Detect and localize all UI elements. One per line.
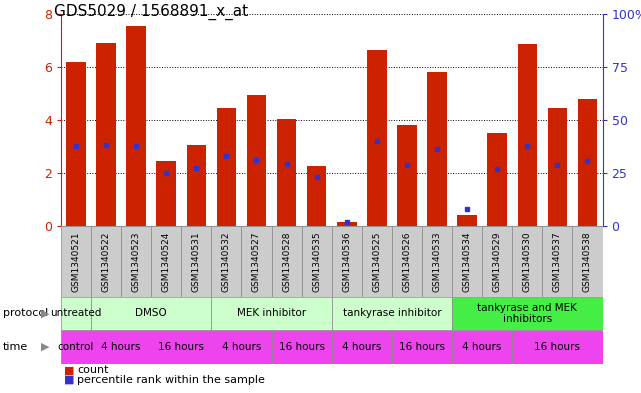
Bar bbox=[187, 145, 206, 226]
Bar bbox=[482, 226, 512, 297]
Bar bbox=[217, 108, 236, 226]
Bar bbox=[181, 226, 212, 297]
Bar bbox=[512, 330, 603, 364]
Text: 4 hours: 4 hours bbox=[222, 342, 261, 352]
Text: tankyrase and MEK
inhibitors: tankyrase and MEK inhibitors bbox=[478, 303, 578, 324]
Bar bbox=[272, 226, 302, 297]
Text: 4 hours: 4 hours bbox=[342, 342, 381, 352]
Bar bbox=[452, 226, 482, 297]
Bar bbox=[247, 95, 266, 226]
Bar bbox=[367, 50, 387, 226]
Text: GSM1340537: GSM1340537 bbox=[553, 231, 562, 292]
Bar bbox=[517, 44, 537, 226]
Text: DMSO: DMSO bbox=[135, 309, 167, 318]
Text: ▶: ▶ bbox=[40, 342, 49, 352]
Bar bbox=[96, 43, 116, 226]
Bar bbox=[512, 226, 542, 297]
Text: GSM1340527: GSM1340527 bbox=[252, 231, 261, 292]
Bar bbox=[121, 226, 151, 297]
Bar bbox=[151, 226, 181, 297]
Bar bbox=[242, 226, 272, 297]
Bar bbox=[307, 166, 326, 226]
Bar bbox=[91, 297, 212, 330]
Text: GSM1340526: GSM1340526 bbox=[403, 231, 412, 292]
Bar bbox=[487, 133, 507, 226]
Bar bbox=[452, 297, 603, 330]
Text: 16 hours: 16 hours bbox=[535, 342, 580, 352]
Bar bbox=[272, 330, 332, 364]
Bar bbox=[212, 330, 272, 364]
Text: GSM1340534: GSM1340534 bbox=[463, 231, 472, 292]
Bar bbox=[362, 226, 392, 297]
Bar bbox=[61, 226, 91, 297]
Text: ■: ■ bbox=[64, 365, 74, 375]
Bar bbox=[457, 215, 477, 226]
Text: percentile rank within the sample: percentile rank within the sample bbox=[77, 375, 265, 385]
Text: GSM1340535: GSM1340535 bbox=[312, 231, 321, 292]
Text: untreated: untreated bbox=[50, 309, 102, 318]
Bar bbox=[422, 226, 452, 297]
Bar bbox=[397, 125, 417, 226]
Bar bbox=[547, 108, 567, 226]
Text: GSM1340536: GSM1340536 bbox=[342, 231, 351, 292]
Text: count: count bbox=[77, 365, 108, 375]
Text: ■: ■ bbox=[64, 375, 74, 385]
Text: 4 hours: 4 hours bbox=[101, 342, 141, 352]
Text: control: control bbox=[58, 342, 94, 352]
Text: GSM1340533: GSM1340533 bbox=[433, 231, 442, 292]
Text: ▶: ▶ bbox=[40, 309, 49, 318]
Text: protocol: protocol bbox=[3, 309, 49, 318]
Text: GSM1340521: GSM1340521 bbox=[71, 231, 80, 292]
Bar bbox=[61, 330, 91, 364]
Bar bbox=[542, 226, 572, 297]
Text: GSM1340522: GSM1340522 bbox=[101, 231, 110, 292]
Bar bbox=[428, 72, 447, 226]
Text: tankyrase inhibitor: tankyrase inhibitor bbox=[342, 309, 441, 318]
Bar bbox=[332, 297, 452, 330]
Text: MEK inhibitor: MEK inhibitor bbox=[237, 309, 306, 318]
Text: GSM1340530: GSM1340530 bbox=[523, 231, 532, 292]
Bar bbox=[151, 330, 212, 364]
Bar bbox=[302, 226, 332, 297]
Bar bbox=[452, 330, 512, 364]
Bar bbox=[332, 330, 392, 364]
Text: GSM1340523: GSM1340523 bbox=[131, 231, 140, 292]
Text: GSM1340532: GSM1340532 bbox=[222, 231, 231, 292]
Bar bbox=[332, 226, 362, 297]
Bar bbox=[392, 226, 422, 297]
Bar bbox=[91, 226, 121, 297]
Bar bbox=[392, 330, 452, 364]
Bar bbox=[277, 119, 296, 226]
Bar bbox=[212, 297, 332, 330]
Bar bbox=[91, 330, 151, 364]
Bar bbox=[572, 226, 603, 297]
Bar bbox=[337, 222, 356, 226]
Text: 16 hours: 16 hours bbox=[399, 342, 445, 352]
Text: GSM1340524: GSM1340524 bbox=[162, 231, 171, 292]
Text: GSM1340525: GSM1340525 bbox=[372, 231, 381, 292]
Bar bbox=[126, 26, 146, 226]
Text: GSM1340529: GSM1340529 bbox=[493, 231, 502, 292]
Text: GSM1340538: GSM1340538 bbox=[583, 231, 592, 292]
Bar bbox=[156, 161, 176, 226]
Text: GSM1340531: GSM1340531 bbox=[192, 231, 201, 292]
Text: time: time bbox=[3, 342, 28, 352]
Text: 4 hours: 4 hours bbox=[463, 342, 502, 352]
Bar bbox=[66, 61, 86, 226]
Text: GDS5029 / 1568891_x_at: GDS5029 / 1568891_x_at bbox=[54, 4, 249, 20]
Text: GSM1340528: GSM1340528 bbox=[282, 231, 291, 292]
Text: 16 hours: 16 hours bbox=[158, 342, 204, 352]
Bar bbox=[61, 297, 91, 330]
Text: 16 hours: 16 hours bbox=[279, 342, 324, 352]
Bar bbox=[212, 226, 242, 297]
Bar bbox=[578, 99, 597, 226]
